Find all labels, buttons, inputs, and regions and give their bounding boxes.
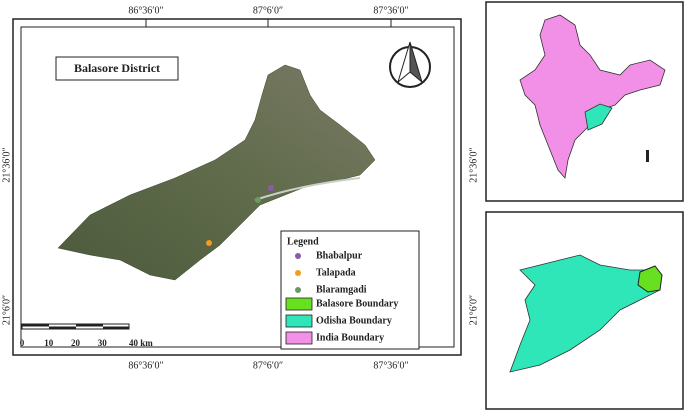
coord-bottom: 87°6′0″ bbox=[253, 360, 283, 371]
north-arrow-right bbox=[409, 41, 423, 84]
legend-label: Balasore Boundary bbox=[316, 298, 398, 309]
coord-right: 21°6′0″ bbox=[468, 295, 479, 325]
islands bbox=[646, 150, 649, 162]
scale-label: 10 bbox=[44, 338, 54, 348]
scale-seg bbox=[22, 324, 49, 327]
legend-swatch bbox=[285, 331, 313, 345]
legend-swatch bbox=[285, 297, 313, 311]
title-box bbox=[55, 56, 179, 81]
legend-items: Bhabalpur Talapada Blaramgadi Balasore Boun… bbox=[285, 250, 398, 345]
coord-left: 21°6′0″ bbox=[1, 295, 12, 325]
coord-bottom: 87°36′0″ bbox=[373, 360, 408, 371]
legend-title: Legend bbox=[287, 236, 319, 247]
legend-box bbox=[280, 230, 420, 350]
legend-label: Odisha Boundary bbox=[316, 315, 392, 326]
odisha-in-india bbox=[584, 103, 613, 131]
scale-label: 30 bbox=[98, 338, 108, 348]
district-satellite bbox=[57, 64, 376, 281]
scale-seg bbox=[76, 324, 103, 327]
legend-point bbox=[295, 253, 301, 259]
outer-frame bbox=[12, 18, 462, 356]
scale-seg bbox=[103, 326, 129, 329]
scale-labels: 0 10 20 30 40 km bbox=[20, 338, 154, 348]
map-title: Balasore District bbox=[74, 61, 160, 75]
legend-swatch bbox=[285, 314, 313, 328]
point-blaramgadi bbox=[255, 197, 261, 203]
scale-seg bbox=[49, 326, 76, 329]
coord-right: 21°36′0″ bbox=[468, 147, 479, 182]
legend-label: India Boundary bbox=[316, 332, 384, 343]
scale-label: 20 bbox=[71, 338, 81, 348]
balasore-shape bbox=[637, 265, 663, 293]
coord-top: 87°36′0″ bbox=[373, 5, 408, 16]
coord-bottom: 86°36′0″ bbox=[128, 360, 163, 371]
odisha-shape bbox=[509, 254, 661, 373]
coordinate-labels: 86°36′0″ 87°6′0″ 87°36′0″ 86°36′0″ 87°6′0″ 87… bbox=[1, 5, 479, 371]
legend-label: Talapada bbox=[316, 267, 356, 278]
coastline bbox=[254, 177, 361, 201]
scale-label: 0 bbox=[20, 338, 25, 348]
point-bhabalpur bbox=[268, 185, 274, 191]
coord-top: 86°36′0″ bbox=[128, 5, 163, 16]
legend-point bbox=[295, 287, 301, 293]
scale-label: 40 km bbox=[129, 338, 153, 348]
point-talapada bbox=[206, 240, 212, 246]
legend-point bbox=[295, 270, 301, 276]
coord-left: 21°36′0″ bbox=[1, 147, 12, 182]
legend-label: Bhabalpur bbox=[316, 250, 363, 261]
legend-label: Blaramgadi bbox=[316, 284, 367, 295]
coord-top: 87°6′0″ bbox=[253, 5, 283, 16]
